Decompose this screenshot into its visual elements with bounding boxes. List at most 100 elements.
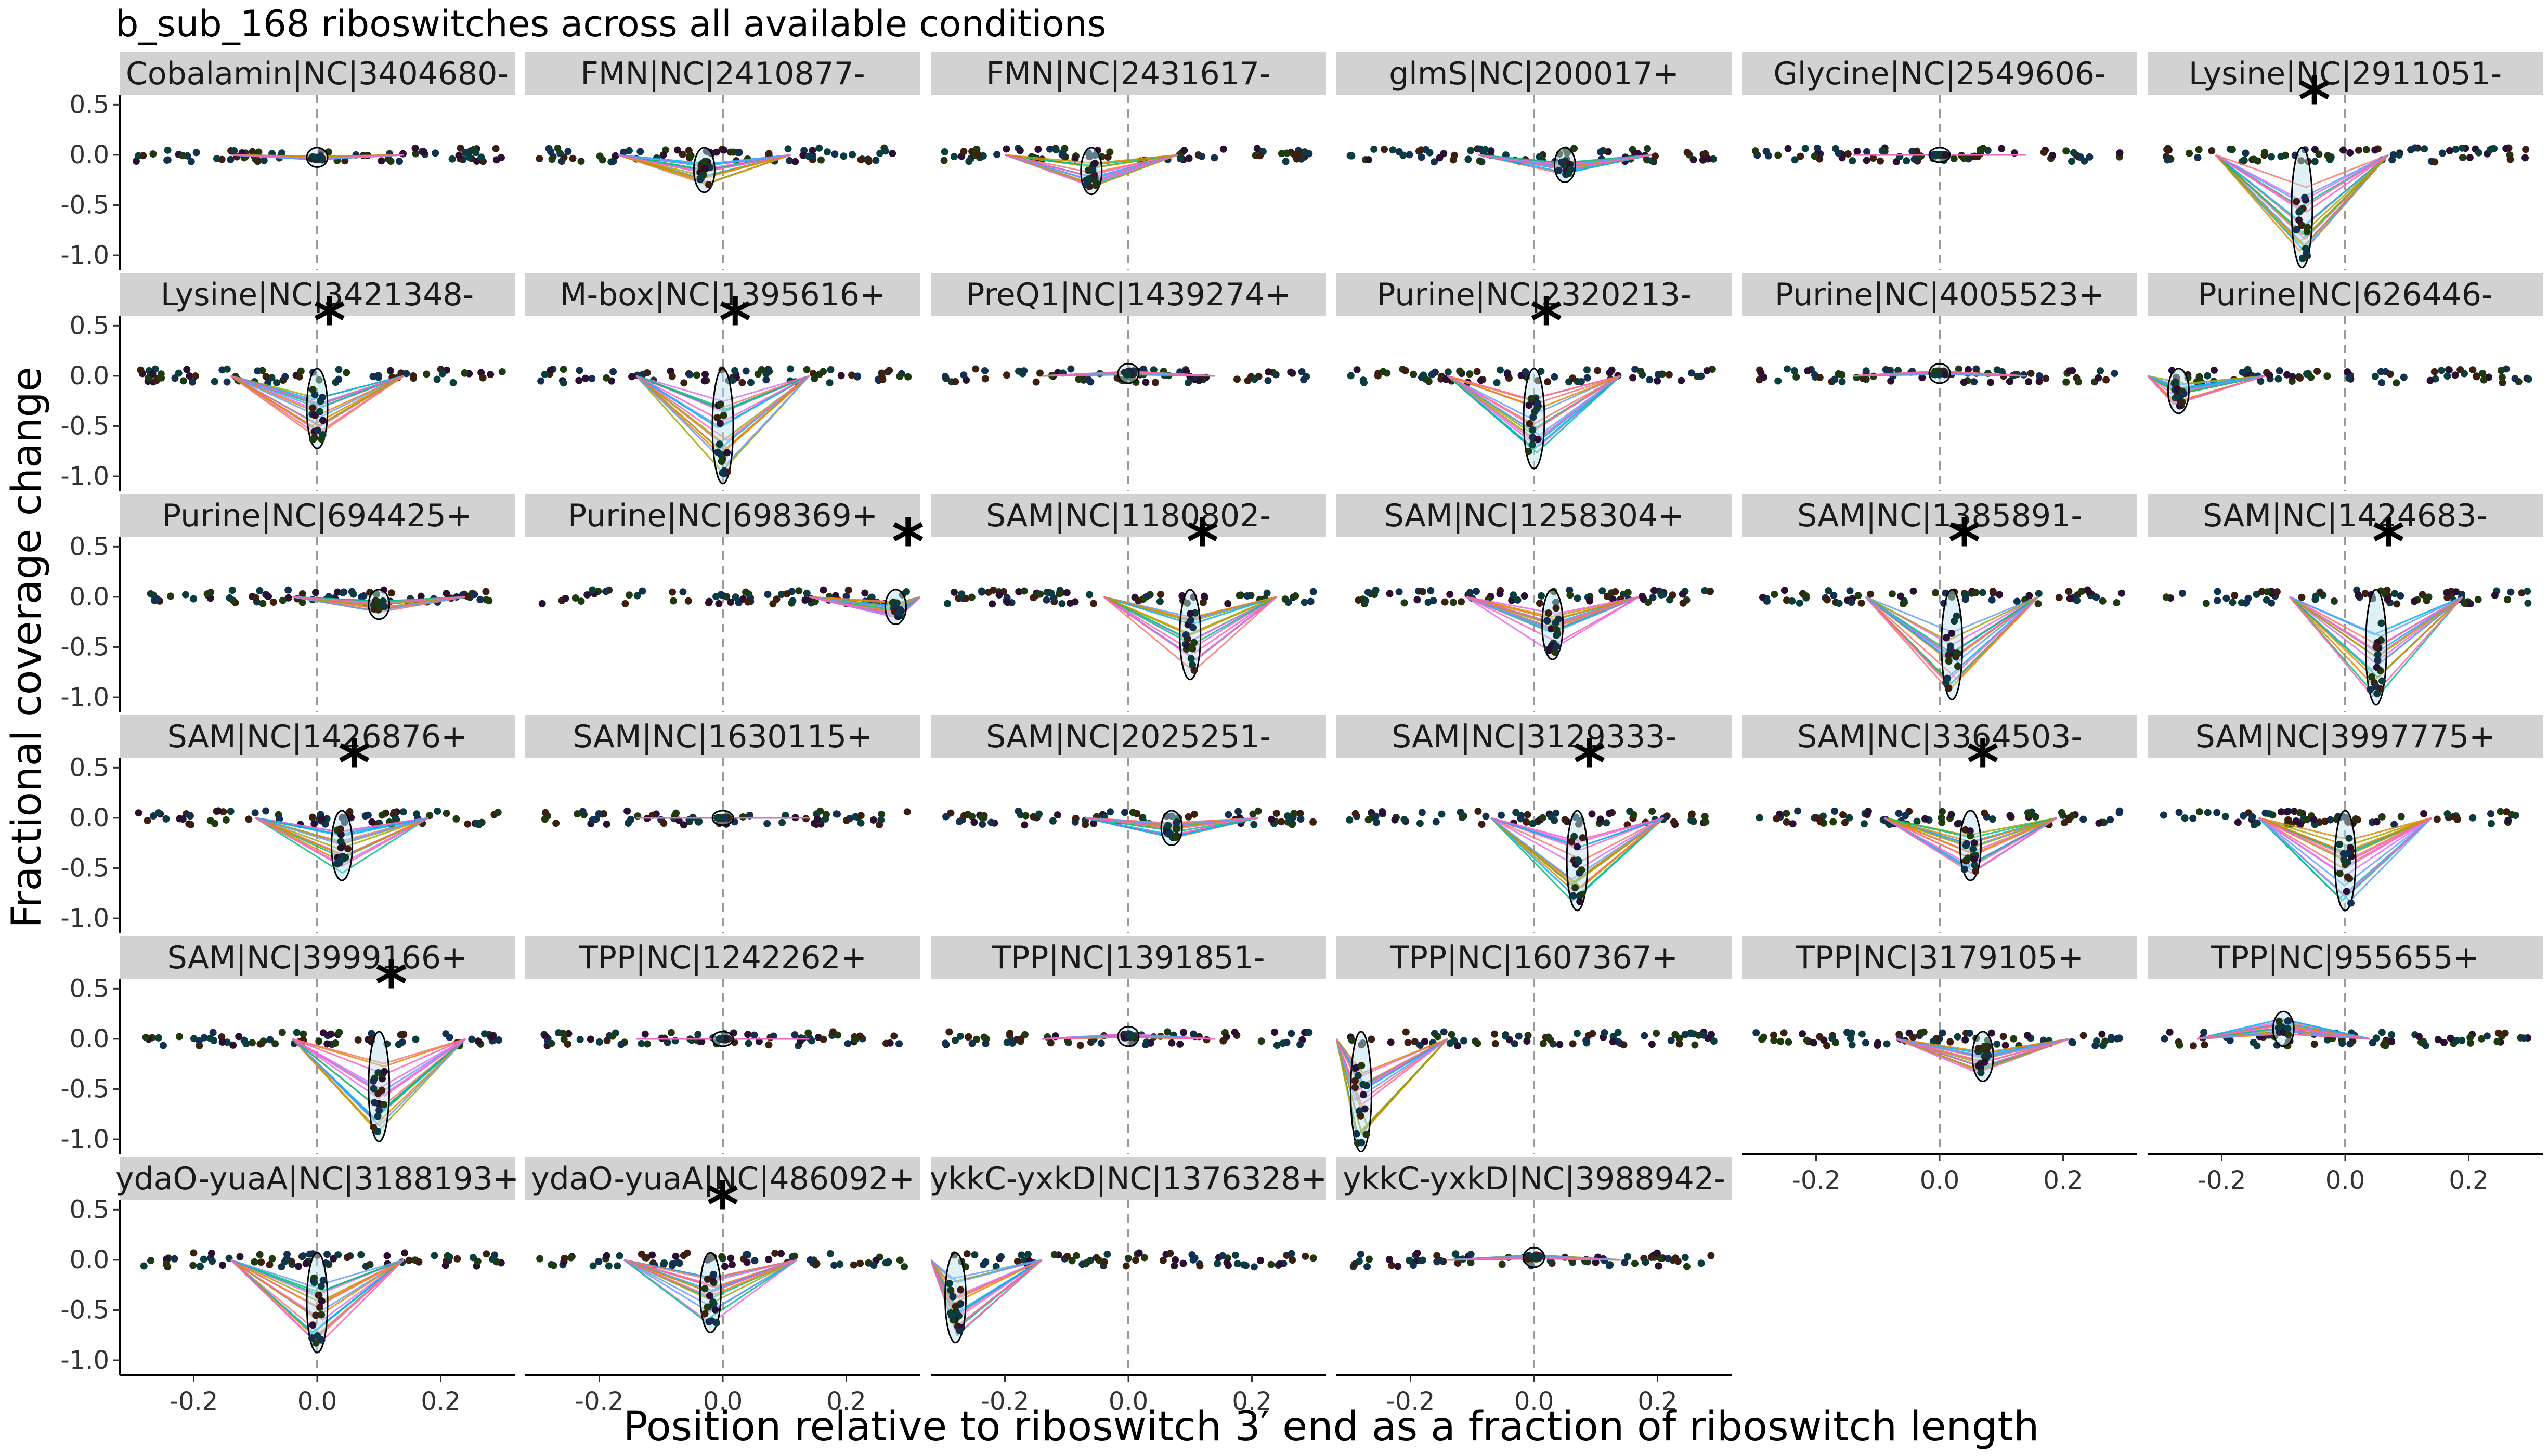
data-point	[957, 1286, 965, 1294]
data-point	[2001, 1042, 2009, 1049]
data-point	[1578, 890, 1586, 898]
data-point	[268, 374, 276, 382]
facet-label: Cobalamin|NC|3404680-	[126, 56, 509, 92]
data-point	[392, 814, 399, 822]
data-point	[1934, 151, 1942, 159]
data-point	[341, 157, 349, 165]
condition-line	[1490, 817, 1665, 861]
data-point	[1784, 145, 1792, 152]
data-point	[1945, 684, 1953, 692]
data-point	[265, 593, 272, 601]
facet-label: TPP|NC|1607367+	[1389, 940, 1678, 976]
data-point	[1182, 631, 1190, 639]
data-point	[315, 1292, 322, 1299]
data-point	[1804, 367, 1812, 375]
data-point	[1438, 810, 1446, 818]
data-point	[2201, 1041, 2208, 1049]
data-point	[2521, 154, 2529, 162]
data-point	[186, 372, 193, 380]
data-point	[2344, 368, 2351, 376]
data-point	[1961, 1036, 1969, 1044]
data-point	[2166, 1028, 2174, 1036]
data-point	[1309, 1254, 1317, 1262]
facet-data	[1751, 95, 2124, 270]
data-point	[823, 148, 831, 156]
data-point	[1127, 1031, 1135, 1039]
data-point	[337, 856, 345, 864]
data-point	[716, 440, 723, 448]
data-point	[1863, 148, 1871, 155]
facet-data	[540, 979, 903, 1154]
data-point	[1359, 376, 1367, 384]
data-point	[1979, 145, 1987, 152]
data-point	[2163, 146, 2171, 153]
data-point	[2116, 149, 2124, 157]
data-point	[187, 821, 195, 828]
data-point	[455, 151, 463, 159]
data-point	[815, 144, 823, 152]
data-point	[1283, 149, 1291, 157]
data-point	[1670, 818, 1678, 826]
data-point	[583, 591, 591, 599]
data-point	[1047, 1039, 1055, 1047]
data-point	[378, 811, 386, 819]
data-point	[537, 377, 545, 385]
data-point	[2506, 155, 2514, 163]
data-point	[1406, 151, 1413, 159]
facet-label: ykkC-yxkD|NC|3988942-	[1343, 1161, 1725, 1197]
data-point	[1830, 592, 1838, 600]
data-point	[2371, 146, 2379, 154]
data-point	[698, 1038, 706, 1046]
data-point	[254, 367, 262, 375]
data-point	[1648, 1041, 1656, 1048]
data-point	[2293, 226, 2300, 234]
data-point	[1675, 1034, 1683, 1042]
data-point	[1190, 667, 1198, 674]
data-point	[2346, 843, 2354, 851]
data-point	[577, 158, 585, 165]
data-point	[481, 1030, 489, 1038]
data-point	[1614, 1038, 1622, 1046]
data-point	[1977, 1069, 1985, 1076]
data-point	[944, 600, 952, 607]
facet-data	[538, 537, 920, 712]
data-point	[1887, 377, 1895, 385]
data-point	[1528, 441, 1536, 449]
facet-label: SAM|NC|1258304+	[1384, 498, 1684, 534]
data-point	[633, 592, 641, 600]
data-point	[191, 372, 199, 380]
data-point	[2264, 588, 2271, 596]
condition-line	[636, 375, 810, 402]
data-point	[870, 1262, 878, 1269]
data-point	[1529, 820, 1537, 827]
data-point	[621, 600, 629, 607]
facet-panel: SAM|NC|3129333-*	[1336, 715, 1732, 933]
data-point	[1751, 147, 1759, 155]
data-point	[1273, 1042, 1281, 1049]
facet-panel: Purine|NC|2320213-*	[1336, 273, 1732, 491]
data-point	[1547, 813, 1555, 821]
y-tick-label: -1.0	[60, 241, 109, 270]
data-point	[701, 158, 709, 165]
data-point	[1813, 144, 1821, 152]
data-point	[1819, 812, 1827, 820]
data-point	[2504, 816, 2512, 824]
facet-label: SAM|NC|3364503-	[1797, 719, 2082, 755]
facet-data	[137, 316, 506, 491]
facet-panel: SAM|NC|1426876+*0.50.0-0.5-1.0	[60, 715, 515, 933]
data-point	[886, 367, 893, 374]
data-point	[2369, 1039, 2376, 1047]
data-point	[190, 595, 198, 603]
data-point	[987, 818, 995, 826]
data-point	[366, 1261, 373, 1269]
facet-label: FMN|NC|2410877-	[580, 56, 865, 92]
data-point	[1195, 376, 1203, 384]
data-point	[848, 371, 856, 379]
significance-star: *	[1186, 506, 1219, 579]
data-point	[1943, 634, 1951, 642]
facet-label: Lysine|NC|2911051-	[2189, 56, 2502, 92]
data-point	[2195, 373, 2203, 381]
data-point	[1950, 155, 1958, 163]
data-point	[2025, 592, 2033, 600]
y-tick-label: -1.0	[60, 462, 109, 491]
